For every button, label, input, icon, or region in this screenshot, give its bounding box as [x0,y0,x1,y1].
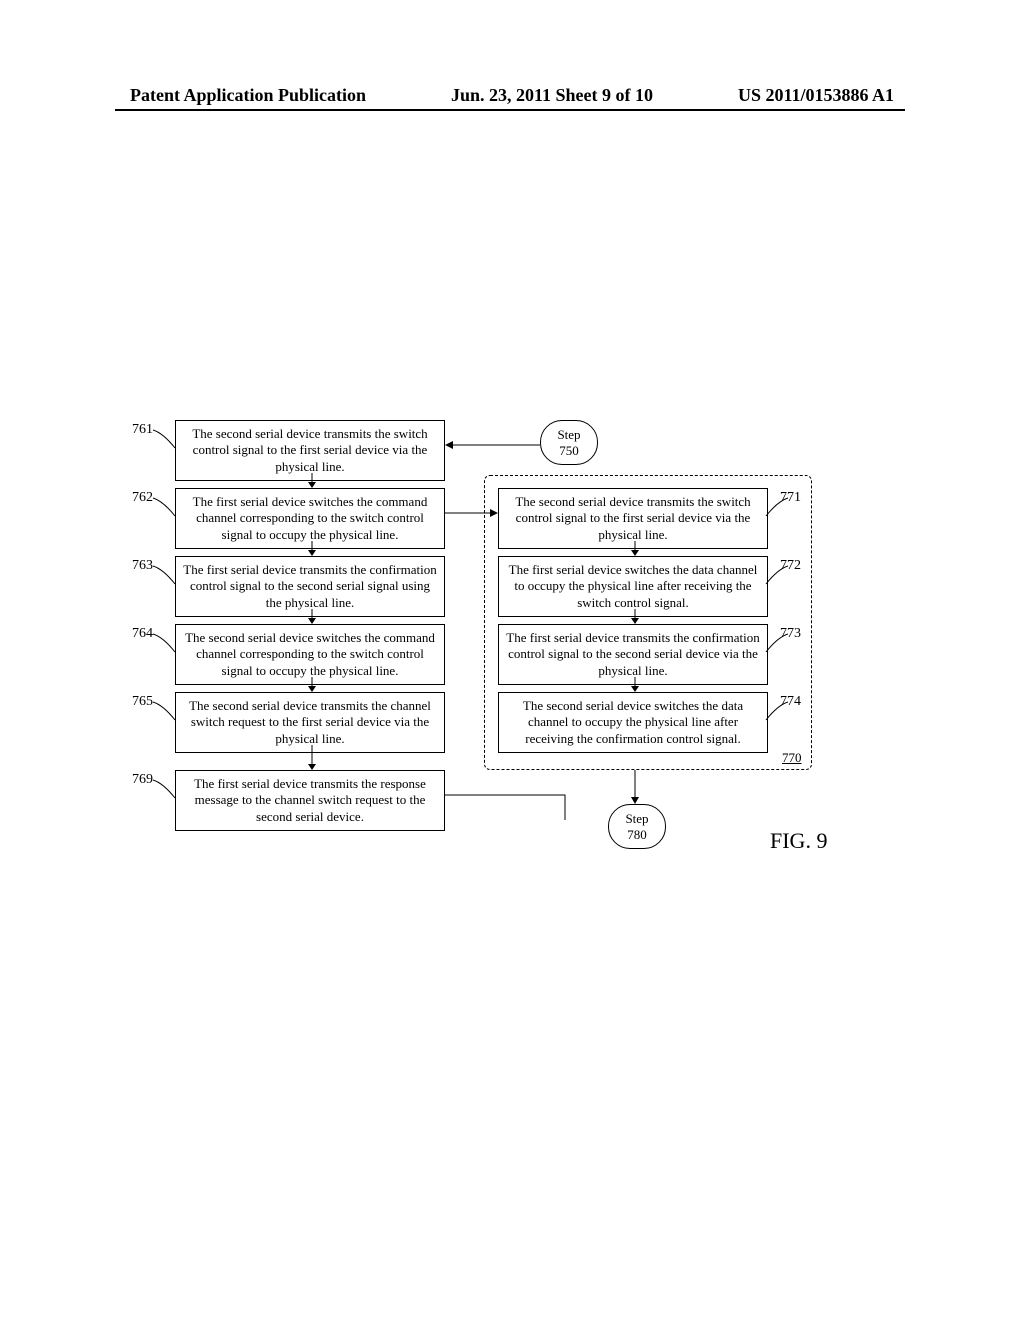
ref-770: 770 [782,750,802,766]
leader-761 [153,430,177,454]
arrow-750-761 [445,440,540,450]
ref-769: 769 [132,772,153,788]
ref-765: 765 [132,694,153,710]
box-762: The first serial device switches the com… [175,488,445,549]
box-774: The second serial device switches the da… [498,692,768,753]
leader-772 [766,566,790,590]
header-center: Jun. 23, 2011 Sheet 9 of 10 [451,85,653,106]
ref-762: 762 [132,490,153,506]
step-number: 750 [551,443,587,459]
header-right: US 2011/0153886 A1 [738,85,894,106]
step-label: Step [619,811,655,827]
box-771: The second serial device transmits the s… [498,488,768,549]
leader-774 [766,702,790,726]
leader-763 [153,566,177,590]
box-764: The second serial device switches the co… [175,624,445,685]
ref-761: 761 [132,422,153,438]
ref-764: 764 [132,626,153,642]
arrow-772-773 [630,609,640,624]
arrow-773-774 [630,677,640,692]
step-780: Step 780 [608,804,666,849]
arrow-761-762 [307,473,317,488]
header-left: Patent Application Publication [130,85,366,106]
ref-763: 763 [132,558,153,574]
arrow-762-763 [307,541,317,556]
box-763: The first serial device transmits the co… [175,556,445,617]
leader-762 [153,498,177,522]
box-761: The second serial device transmits the s… [175,420,445,481]
box-769: The first serial device transmits the re… [175,770,445,831]
step-label: Step [551,427,587,443]
header-rule [115,109,905,111]
page-header: Patent Application Publication Jun. 23, … [0,85,1024,106]
step-number: 780 [619,827,655,843]
box-772: The first serial device switches the dat… [498,556,768,617]
box-765: The second serial device transmits the c… [175,692,445,753]
step-750: Step 750 [540,420,598,465]
arrow-765-769 [307,745,317,770]
leader-771 [766,498,790,522]
arrow-dashed-780 [630,770,640,805]
arrow-762-dashed [445,508,500,518]
leader-764 [153,634,177,658]
box-773: The first serial device transmits the co… [498,624,768,685]
flowchart: Step 750 770 The second serial device tr… [110,400,910,880]
arrow-771-772 [630,541,640,556]
arrow-769-780 [445,790,610,830]
arrow-764-765 [307,677,317,692]
leader-773 [766,634,790,658]
leader-769 [153,780,177,804]
figure-label: FIG. 9 [770,828,827,854]
arrow-763-764 [307,609,317,624]
leader-765 [153,702,177,726]
